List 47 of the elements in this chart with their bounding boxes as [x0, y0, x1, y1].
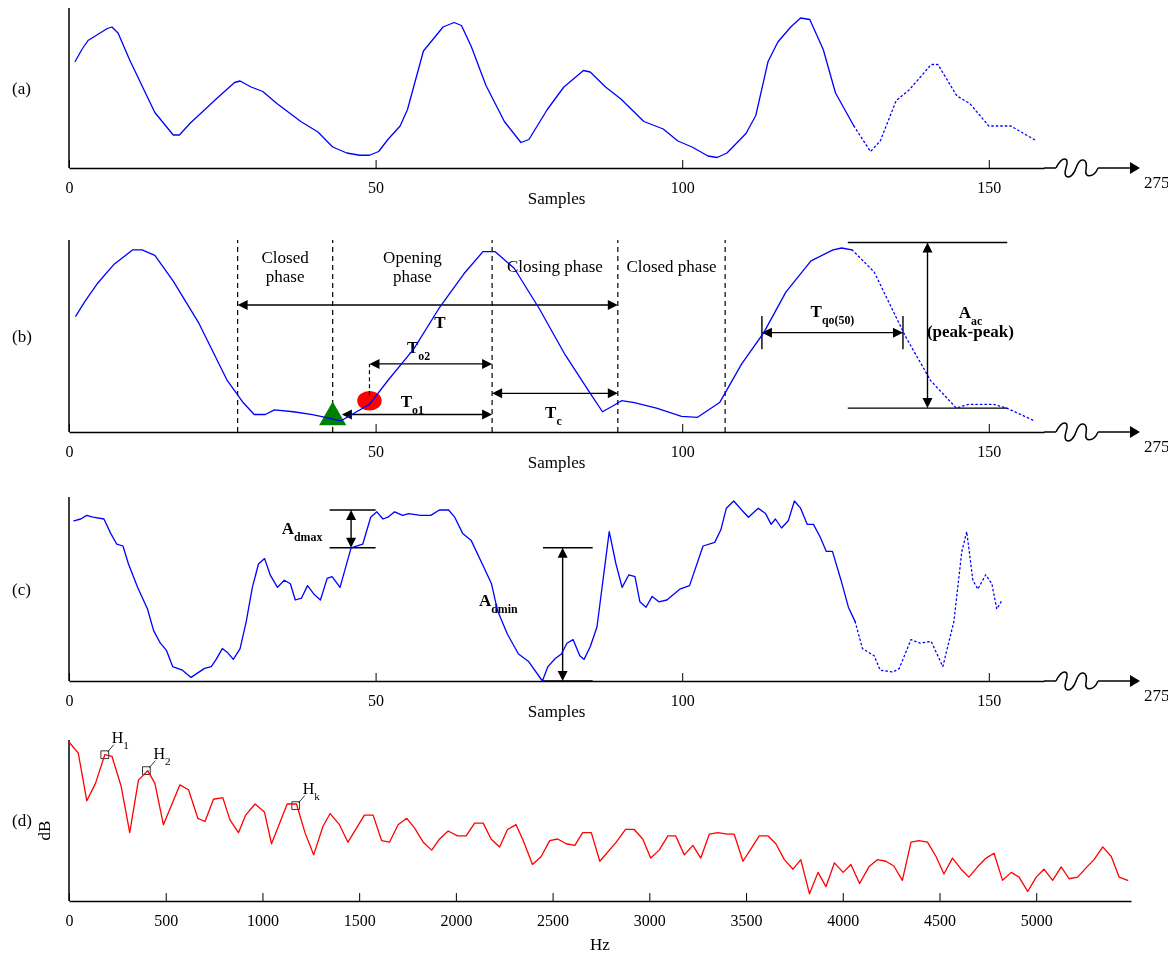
text: 275 [1144, 173, 1168, 192]
annotation: H$_{2}$ [153, 744, 171, 767]
x-tick-label: 5000 [1020, 912, 1053, 930]
annotation: H$_{1}$ [111, 728, 129, 751]
annotation: Closed phase [261, 247, 310, 287]
annotation: Opening phase [383, 247, 443, 287]
x-tick-label: 1500 [343, 912, 376, 930]
annotation: T$_{qo(50)}$ [810, 301, 855, 327]
x-tick-label: 500 [154, 912, 179, 930]
x-tick-label: 3500 [730, 912, 763, 930]
text: (b) [12, 326, 32, 346]
x-axis-title: Samples [527, 453, 586, 472]
x-tick-label: 3000 [633, 912, 666, 930]
x-tick-label: 1000 [246, 912, 279, 930]
text: (d) [12, 811, 32, 831]
annotation: T$_{c}$ [545, 402, 562, 428]
x-tick-label: 2500 [537, 912, 570, 930]
text: 275 [1144, 686, 1168, 705]
x-tick-label: 100 [670, 692, 695, 710]
x-tick-label: 50 [368, 443, 385, 461]
x-tick-label: 100 [670, 179, 695, 197]
x-tick-label: 0 [65, 443, 74, 461]
annotation: A$_{dmax}$ [281, 518, 323, 544]
text: (a) [12, 78, 31, 98]
x-tick-label: 2000 [440, 912, 473, 930]
x-tick-label: 50 [368, 179, 385, 197]
x-tick-label: 100 [670, 443, 695, 461]
annotation: A$_{ac}$ (peak-peak) [926, 302, 1014, 342]
x-tick-label: 0 [65, 179, 74, 197]
x-tick-label: 150 [977, 692, 1002, 710]
x-tick-label: 150 [977, 179, 1002, 197]
annotation: T$_{o1}$ [400, 391, 425, 417]
x-tick-label: 50 [368, 692, 385, 710]
x-tick-label: 4500 [923, 912, 956, 930]
x-tick-label: 0 [65, 692, 74, 710]
x-axis-title: Hz [590, 935, 611, 954]
text: (c) [12, 579, 31, 599]
x-axis-title: Samples [527, 189, 586, 208]
x-axis-title: Samples [527, 702, 586, 721]
y-axis-title: dB [35, 820, 54, 841]
annotation: H$_{k}$ [302, 779, 321, 802]
x-tick-label: 150 [977, 443, 1002, 461]
x-tick-label: 4000 [827, 912, 860, 930]
annotation: Closed phase [626, 257, 717, 277]
annotation: T [434, 312, 447, 332]
x-tick-label: 0 [65, 912, 74, 930]
text: 275 [1144, 437, 1168, 456]
